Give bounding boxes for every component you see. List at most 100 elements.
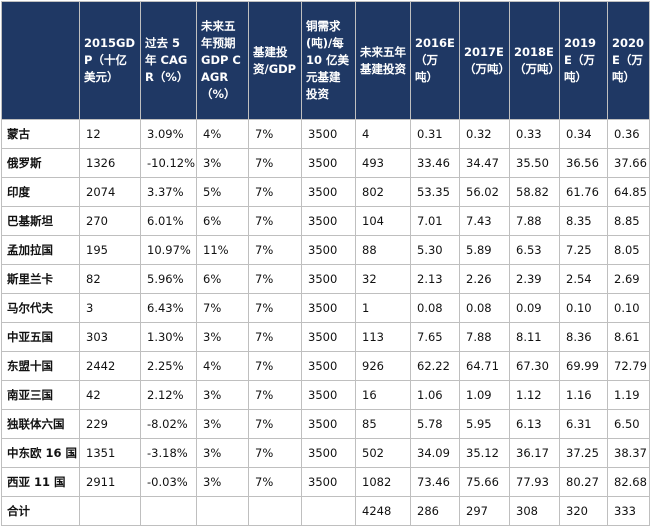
- table-cell: 2074: [79, 177, 141, 207]
- table-cell: 6.01%: [140, 206, 197, 236]
- table-cell: 53.35: [410, 177, 460, 207]
- table-cell: 3: [79, 293, 141, 323]
- table-cell: 3%: [196, 322, 249, 352]
- table-cell: 4248: [355, 496, 411, 526]
- table-cell: 67.30: [509, 351, 560, 381]
- table-cell: 80.27: [559, 467, 608, 497]
- table-cell: 3.09%: [140, 119, 197, 149]
- table-row: 马尔代夫 3 6.43% 7% 7% 3500 1 0.08 0.08 0.09 0.10 0.10: [1, 293, 650, 323]
- table-cell: 7.65: [410, 322, 460, 352]
- table-cell: 229: [79, 409, 141, 439]
- table-cell: 56.02: [459, 177, 510, 207]
- table-cell: 0.36: [607, 119, 650, 149]
- table-cell: [196, 496, 249, 526]
- table-row: 孟加拉国 195 10.97% 11% 7% 3500 88 5.30 5.89 6.53 7.25…: [1, 235, 650, 265]
- row-label: 中东欧 16 国: [1, 438, 80, 468]
- column-header: 2016E（万吨）: [410, 1, 460, 120]
- table-cell: 37.25: [559, 438, 608, 468]
- table-row: 西亚 11 国 2911 -0.03% 3% 7% 3500 1082 73.46 75.66 7…: [1, 467, 650, 497]
- table-cell: 62.22: [410, 351, 460, 381]
- table-cell: 2.26: [459, 264, 510, 294]
- table-cell: 4: [355, 119, 411, 149]
- table-cell: 7.25: [559, 235, 608, 265]
- table-cell: 0.32: [459, 119, 510, 149]
- table-row: 东盟十国 2442 2.25% 4% 7% 3500 926 62.22 64.71 67.30 6…: [1, 351, 650, 381]
- table-cell: 5.89: [459, 235, 510, 265]
- table-cell: 7%: [196, 293, 249, 323]
- table-cell: 2.39: [509, 264, 560, 294]
- row-label: 西亚 11 国: [1, 467, 80, 497]
- table-cell: 58.82: [509, 177, 560, 207]
- table-cell: 7%: [248, 293, 302, 323]
- table-cell: 2.25%: [140, 351, 197, 381]
- column-header: 2017E（万吨）: [459, 1, 510, 120]
- table-cell: 6.50: [607, 409, 650, 439]
- table-cell: 3500: [301, 148, 356, 178]
- table-cell: 7.88: [459, 322, 510, 352]
- table-cell: 3500: [301, 322, 356, 352]
- row-label: 孟加拉国: [1, 235, 80, 265]
- table-cell: 113: [355, 322, 411, 352]
- table-cell: 12: [79, 119, 141, 149]
- header-blank-cell: [1, 1, 80, 120]
- table-cell: 36.56: [559, 148, 608, 178]
- table-cell: 7%: [248, 409, 302, 439]
- table-cell: 7%: [248, 380, 302, 410]
- row-label: 俄罗斯: [1, 148, 80, 178]
- table-cell: 6.31: [559, 409, 608, 439]
- table-cell: 7%: [248, 438, 302, 468]
- table-cell: 61.76: [559, 177, 608, 207]
- table-cell: 73.46: [410, 467, 460, 497]
- table-cell: 2.69: [607, 264, 650, 294]
- table-cell: 7%: [248, 264, 302, 294]
- table-cell: 926: [355, 351, 411, 381]
- row-label: 马尔代夫: [1, 293, 80, 323]
- column-header: 2015GDP（十亿美元）: [79, 1, 141, 120]
- table-cell: 72.79: [607, 351, 650, 381]
- table-cell: 1082: [355, 467, 411, 497]
- table-cell: 64.71: [459, 351, 510, 381]
- table-cell: 7%: [248, 322, 302, 352]
- table-cell: 3500: [301, 380, 356, 410]
- table-cell: 104: [355, 206, 411, 236]
- table-cell: 3500: [301, 119, 356, 149]
- table-cell: 88: [355, 235, 411, 265]
- table-cell: 1: [355, 293, 411, 323]
- table-cell: [140, 496, 197, 526]
- table-row: 中亚五国 303 1.30% 3% 7% 3500 113 7.65 7.88 8.11 8.36 8…: [1, 322, 650, 352]
- table-cell: 5.78: [410, 409, 460, 439]
- table-cell: 195: [79, 235, 141, 265]
- column-header: 2020E（万吨）: [607, 1, 650, 120]
- table-cell: 8.11: [509, 322, 560, 352]
- column-header: 基建投资/GDP: [248, 1, 302, 120]
- table-cell: 3500: [301, 264, 356, 294]
- table-cell: 333: [607, 496, 650, 526]
- table-cell: 1.09: [459, 380, 510, 410]
- table-cell: 69.99: [559, 351, 608, 381]
- table-cell: 7.43: [459, 206, 510, 236]
- table-cell: 2.13: [410, 264, 460, 294]
- table-row: 独联体六国 229 -8.02% 3% 7% 3500 85 5.78 5.95 6.13 6.31…: [1, 409, 650, 439]
- table-cell: 6%: [196, 264, 249, 294]
- table-cell: 6.43%: [140, 293, 197, 323]
- table-cell: 3500: [301, 438, 356, 468]
- table-cell: 0.08: [410, 293, 460, 323]
- table-cell: [301, 496, 356, 526]
- table-cell: [248, 496, 302, 526]
- table-cell: 2442: [79, 351, 141, 381]
- table-cell: -8.02%: [140, 409, 197, 439]
- table-cell: 6%: [196, 206, 249, 236]
- table-cell: 0.10: [607, 293, 650, 323]
- table-cell: 0.34: [559, 119, 608, 149]
- table-cell: 3%: [196, 409, 249, 439]
- table-cell: 5.95: [459, 409, 510, 439]
- table-row: 合计 4248 286 297 308 320 333: [1, 496, 650, 526]
- table-cell: 286: [410, 496, 460, 526]
- table-cell: 36.17: [509, 438, 560, 468]
- table-cell: 3%: [196, 380, 249, 410]
- table-cell: 308: [509, 496, 560, 526]
- column-header: 铜需求(吨)/每 10 亿美元基建投资: [301, 1, 356, 120]
- table-cell: 8.61: [607, 322, 650, 352]
- table-cell: 34.47: [459, 148, 510, 178]
- table-cell: 11%: [196, 235, 249, 265]
